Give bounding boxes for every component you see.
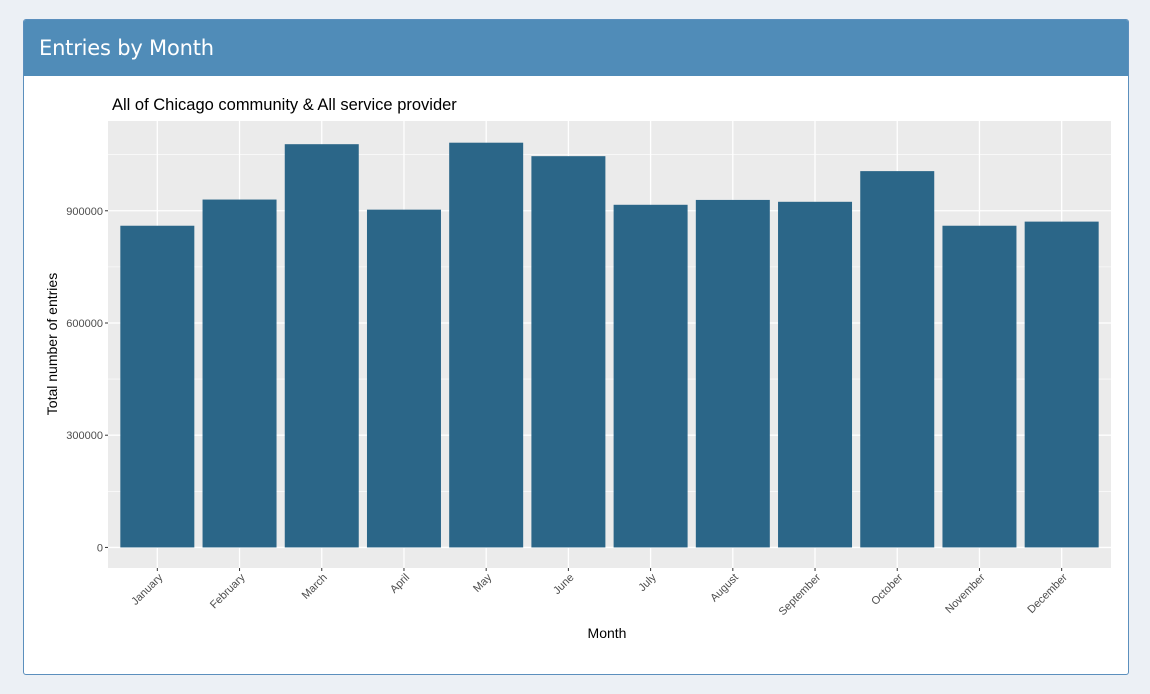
x-axis-title: Month xyxy=(588,625,627,641)
x-tick-label-august: August xyxy=(708,572,741,605)
x-tick-label-january: January xyxy=(129,571,166,608)
bar-layer xyxy=(120,142,1099,548)
bar-october xyxy=(860,171,935,548)
y-tick-label: 0 xyxy=(97,542,103,554)
y-tick-label: 300000 xyxy=(66,430,103,442)
box-title: Entries by Month xyxy=(39,36,214,60)
y-tick-label: 600000 xyxy=(66,318,103,330)
bar-april xyxy=(366,209,441,548)
bar-june xyxy=(531,156,606,548)
bar-september xyxy=(778,201,853,548)
bar-may xyxy=(449,142,524,548)
y-tick-label: 900000 xyxy=(66,206,103,218)
x-tick-label-november: November xyxy=(943,571,988,616)
bar-february xyxy=(202,199,277,548)
x-tick-label-december: December xyxy=(1025,571,1070,616)
chart-title: All of Chicago community & All service p… xyxy=(112,96,457,114)
y-axis-title: Total number of entries xyxy=(44,273,60,415)
x-tick-label-march: March xyxy=(300,572,330,602)
x-tick-label-february: February xyxy=(208,571,248,611)
x-tick-label-september: September xyxy=(777,571,824,618)
x-tick-label-october: October xyxy=(869,571,905,607)
x-tick-label-july: July xyxy=(636,571,659,594)
x-tick-label-may: May xyxy=(471,571,495,595)
bar-november xyxy=(942,225,1017,548)
entries-by-month-box: Entries by Month All of Chicago communit… xyxy=(23,19,1129,675)
bar-august xyxy=(695,199,770,548)
x-tick-label-april: April xyxy=(388,572,412,596)
bar-chart: All of Chicago community & All service p… xyxy=(44,96,1111,641)
bar-march xyxy=(284,144,359,548)
bar-december xyxy=(1024,221,1099,548)
box-body: All of Chicago community & All service p… xyxy=(24,76,1128,674)
bar-january xyxy=(120,225,195,548)
bar-july xyxy=(613,204,688,548)
box-header: Entries by Month xyxy=(24,20,1128,76)
x-tick-label-june: June xyxy=(551,572,576,597)
